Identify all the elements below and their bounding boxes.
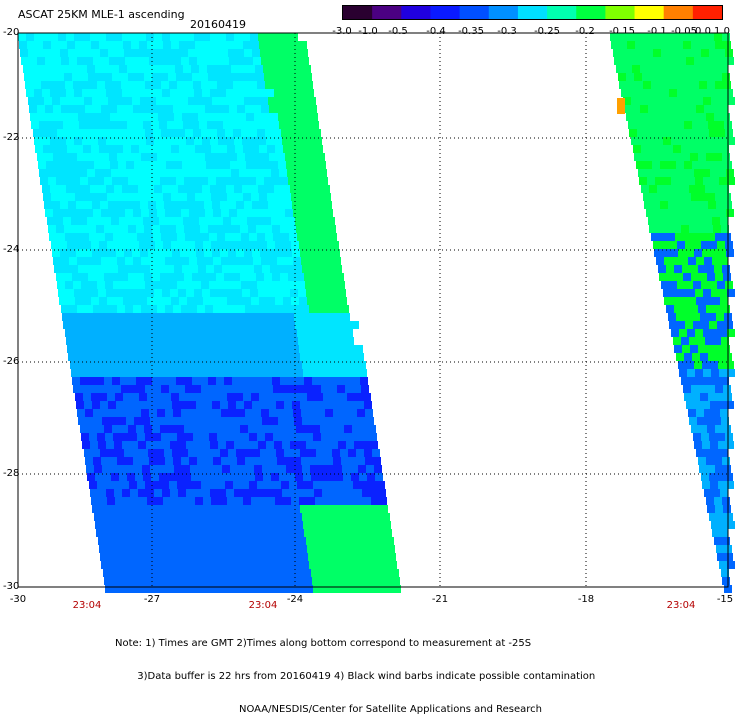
data-swaths (18, 33, 735, 593)
colorbar-tick-labels: -3.0 -1.0 -0.5 -0.4 -0.35 -0.3 -0.25 -0.2 -0.15 -… (0, 26, 740, 38)
colorbar (342, 5, 723, 20)
colorbar-tick-label: -3.0 (332, 26, 352, 37)
note-line-1: Note: 1) Times are GMT 2)Times along bot… (115, 638, 532, 649)
time-label: 23:04 (666, 600, 696, 611)
latitude-label: -22 (3, 132, 20, 143)
longitude-label: -18 (577, 594, 595, 605)
colorbar-segment (517, 6, 548, 19)
colorbar-tick-label: -0.1 (647, 26, 667, 37)
colorbar-segment (459, 6, 490, 19)
latitude-label: -28 (3, 468, 20, 479)
colorbar-tick-label: 1.0 (714, 26, 730, 37)
colorbar-tick-label: -0.2 (575, 26, 595, 37)
colorbar-tick-label: -0.5 (388, 26, 408, 37)
colorbar-tick-label: 0.0 (695, 26, 711, 37)
colorbar-segment (605, 6, 636, 19)
time-label: 23:04 (72, 600, 102, 611)
note-line-3: NOAA/NESDIS/Center for Satellite Applica… (115, 704, 543, 715)
map-frame (17, 32, 729, 588)
colorbar-segment (634, 6, 665, 19)
latitude-label: -20 (3, 27, 20, 38)
longitude-label: -15 (716, 594, 734, 605)
longitude-label: -27 (143, 594, 161, 605)
longitude-label: -24 (286, 594, 304, 605)
time-label: 23:04 (248, 600, 278, 611)
colorbar-segment (547, 6, 577, 19)
colorbar-tick-label: -0.05 (671, 26, 697, 37)
latitude-label: -24 (3, 244, 20, 255)
colorbar-segment (401, 6, 431, 19)
colorbar-tick-label: -0.15 (609, 26, 635, 37)
latitude-label: -26 (3, 356, 20, 367)
colorbar-tick-label: -0.3 (497, 26, 517, 37)
product-title: ASCAT 25KM MLE-1 ascending (18, 8, 185, 21)
colorbar-segment (430, 6, 461, 19)
colorbar-tick-label: -0.35 (458, 26, 484, 37)
colorbar-segment (692, 6, 722, 19)
colorbar-tick-label: -0.25 (534, 26, 560, 37)
colorbar-tick-label: -0.4 (426, 26, 446, 37)
longitude-label: -21 (431, 594, 449, 605)
colorbar-segment (576, 6, 606, 19)
lat-lon-grid (18, 33, 728, 587)
wind-map (17, 32, 735, 593)
longitude-label: -30 (9, 594, 27, 605)
colorbar-segment (488, 6, 519, 19)
note-line-2: 3)Data buffer is 22 hrs from 20160419 4)… (115, 671, 596, 682)
colorbar-tick-label: -1.0 (358, 26, 378, 37)
latitude-label: -30 (3, 581, 20, 592)
colorbar-segment (372, 6, 402, 19)
footnotes: Note: 1) Times are GMT 2)Times along bot… (115, 616, 595, 726)
colorbar-segment (663, 6, 694, 19)
colorbar-segment (343, 6, 373, 19)
product-date: 20160419 (190, 18, 246, 31)
